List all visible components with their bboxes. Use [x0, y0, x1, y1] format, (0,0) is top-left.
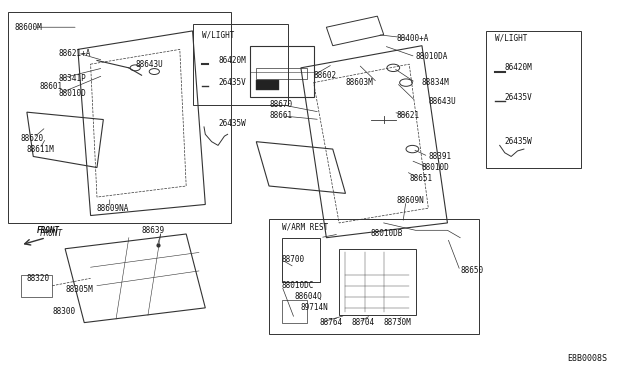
Text: 88639: 88639 — [141, 226, 164, 235]
Text: 88010D: 88010D — [422, 163, 450, 172]
Text: 89714N: 89714N — [301, 303, 328, 312]
Text: 88010DA: 88010DA — [415, 52, 448, 61]
Text: 88670: 88670 — [269, 100, 292, 109]
Bar — [256, 80, 279, 90]
Bar — [193, 23, 288, 105]
Text: 88651: 88651 — [409, 174, 433, 183]
Text: 88010DC: 88010DC — [282, 281, 314, 290]
Text: 88661: 88661 — [269, 111, 292, 121]
Text: W/LIGHT: W/LIGHT — [495, 34, 527, 43]
Bar — [269, 219, 479, 334]
Text: 86420M: 86420M — [505, 63, 532, 72]
Text: W/LIGHT: W/LIGHT — [202, 30, 234, 39]
Text: 88010D: 88010D — [59, 89, 86, 98]
Bar — [282, 238, 320, 282]
Bar — [256, 68, 307, 79]
Bar — [8, 13, 231, 223]
Text: 26435V: 26435V — [505, 93, 532, 102]
Text: 88604Q: 88604Q — [294, 292, 323, 301]
Text: W/ARM REST: W/ARM REST — [282, 222, 328, 231]
Text: 88305M: 88305M — [65, 285, 93, 294]
Text: 88601: 88601 — [40, 82, 63, 91]
Text: 26435V: 26435V — [218, 78, 246, 87]
Text: 88611M: 88611M — [27, 145, 54, 154]
Text: 88700: 88700 — [282, 255, 305, 264]
Bar — [20, 275, 52, 297]
Text: 88609NA: 88609NA — [97, 203, 129, 213]
Text: 88764: 88764 — [320, 318, 343, 327]
Text: 88300: 88300 — [52, 307, 76, 316]
Text: 88650: 88650 — [460, 266, 483, 275]
Text: 88643U: 88643U — [428, 97, 456, 106]
Text: FRONT: FRONT — [36, 226, 60, 235]
Text: 88834M: 88834M — [422, 78, 450, 87]
Text: FRONT: FRONT — [40, 230, 63, 238]
Text: 88730M: 88730M — [384, 318, 412, 327]
Text: 88341P: 88341P — [59, 74, 86, 83]
Text: E8B0008S: E8B0008S — [567, 354, 607, 363]
Bar — [486, 31, 581, 167]
Text: 86420M: 86420M — [218, 56, 246, 65]
Text: 88400+A: 88400+A — [396, 34, 429, 43]
Bar — [339, 249, 415, 315]
Text: 88704: 88704 — [352, 318, 375, 327]
Text: 88643U: 88643U — [135, 60, 163, 69]
Text: 88609N: 88609N — [396, 196, 424, 205]
Text: 26435W: 26435W — [218, 119, 246, 128]
Text: 88010DB: 88010DB — [371, 230, 403, 238]
Text: 26435W: 26435W — [505, 137, 532, 146]
Text: 88600M: 88600M — [14, 23, 42, 32]
Text: 88602: 88602 — [314, 71, 337, 80]
Bar — [282, 301, 307, 323]
Text: 88391: 88391 — [428, 152, 451, 161]
Text: 88621: 88621 — [396, 111, 420, 121]
Text: 88620: 88620 — [20, 134, 44, 142]
Text: 88603M: 88603M — [346, 78, 373, 87]
Text: 88320: 88320 — [27, 274, 50, 283]
Text: 88621+A: 88621+A — [59, 49, 91, 58]
